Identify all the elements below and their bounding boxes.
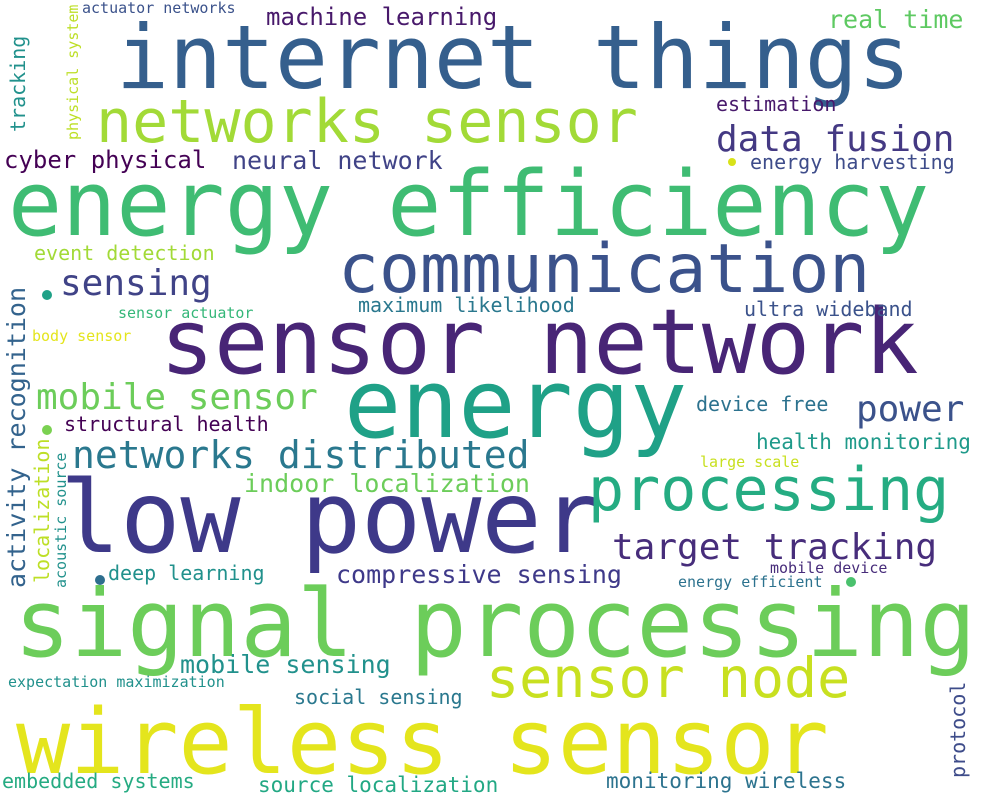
word-expectation-maximization: expectation maximization [8, 673, 225, 691]
word-estimation: estimation [716, 92, 837, 116]
word-ultra-wideband: ultra wideband [744, 297, 913, 321]
word-neural-network: neural network [232, 146, 443, 175]
word-mobile-sensor: mobile sensor [36, 377, 318, 418]
word-activity-recognition: activity recognition [2, 286, 31, 588]
word-deep-learning: deep learning [108, 561, 265, 585]
word-power: power [856, 389, 965, 430]
word-processing: processing [588, 455, 950, 525]
word-real-time: real time [828, 5, 964, 34]
word-health-monitoring: health monitoring [756, 430, 971, 454]
word-actuator-networks: actuator networks [82, 0, 236, 17]
word-wireless-sensor: wireless sensor [16, 690, 829, 795]
word-energy: energy [344, 350, 688, 460]
word-cyber-physical: cyber physical [4, 146, 207, 174]
word-energy-efficiency: energy efficiency [8, 152, 930, 257]
word-energy-harvesting: energy harvesting [750, 150, 955, 174]
word-sensor-node: sensor node [486, 646, 851, 710]
word-data-fusion: data fusion [716, 119, 955, 160]
word-sensor-network: sensor network [160, 290, 919, 395]
dot-2 [95, 575, 105, 585]
dot-5 [728, 158, 736, 166]
word-tracking: tracking [6, 35, 30, 132]
word-indoor-localization: indoor localization [244, 469, 530, 498]
word-networks-distributed: networks distributed [72, 433, 530, 477]
word-signal-processing: signal processing [14, 570, 977, 679]
word-energy-efficient: energy efficient [678, 573, 823, 591]
word-sensing: sensing [60, 263, 212, 304]
word-internet-things: internet things [116, 6, 911, 109]
word-acoustic-source: acoustic source [52, 452, 70, 588]
word-body-sensor: body sensor [32, 327, 132, 345]
word-localization: localization [30, 438, 54, 584]
word-compressive-sensing: compressive sensing [336, 560, 622, 589]
word-physical-system: physical system [64, 4, 82, 140]
word-low-power: low power [60, 459, 602, 576]
word-source-localization: source localization [258, 773, 499, 797]
dot-1 [42, 425, 52, 435]
word-device-free: device free [696, 392, 829, 416]
word-social-sensing: social sensing [294, 685, 463, 709]
dot-3 [42, 290, 52, 300]
word-sensor-actuator: sensor actuator [118, 304, 254, 322]
word-mobile-device: mobile device [770, 559, 888, 577]
word-communication: communication [338, 230, 871, 309]
word-monitoring-wireless: monitoring wireless [606, 769, 847, 793]
word-embedded-systems: embedded systems [2, 769, 195, 793]
word-target-tracking: target tracking [612, 527, 938, 568]
dot-4 [846, 577, 856, 587]
word-protocol: protocol [946, 681, 970, 778]
word-structural-health: structural health [64, 412, 269, 436]
word-maximum-likelihood: maximum likelihood [358, 293, 575, 317]
word-mobile-sensing: mobile sensing [180, 650, 391, 679]
word-networks-sensor: networks sensor [96, 87, 638, 157]
word-large-scale: large scale [700, 453, 800, 471]
word-event-detection: event detection [34, 241, 215, 265]
word-machine-learning: machine learning [266, 3, 498, 31]
